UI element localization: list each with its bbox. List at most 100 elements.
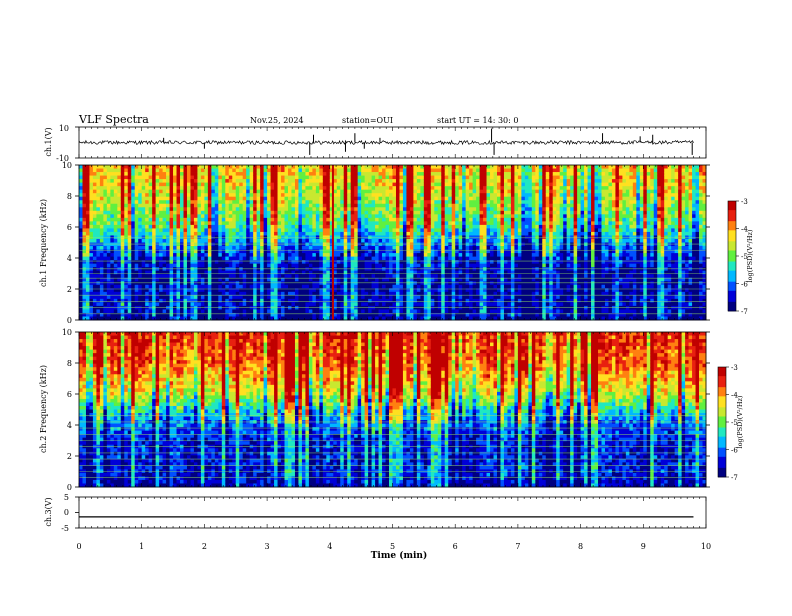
ch1-spectrogram-cell	[239, 211, 243, 215]
ch1-spectrogram-cell	[295, 285, 299, 289]
ch1-spectrogram-cell	[124, 239, 128, 243]
ch1-spectrogram-cell	[281, 193, 285, 197]
ch1-spectrogram-cell	[372, 243, 376, 247]
ch1-spectrogram-cell	[438, 207, 442, 211]
ch1-spectrogram-cell	[302, 186, 306, 190]
ch1-spectrogram-cell	[466, 285, 470, 289]
ch1-spectrogram-cell	[79, 204, 83, 208]
ch1-spectrogram-cell	[204, 285, 208, 289]
ch1-spectrogram-cell	[431, 197, 435, 201]
ch1-spectrogram-cell	[131, 271, 135, 275]
ch1-spectrogram-cell	[163, 232, 167, 236]
ch1-spectrogram-cell	[396, 285, 400, 289]
ch1-spectrogram-cell	[347, 225, 351, 229]
ch1-spectrogram-cell	[124, 285, 128, 289]
ch1-spectrogram-cell	[138, 295, 142, 299]
ch1-spectrogram-cell	[159, 207, 163, 211]
ch1-spectrogram-cell	[138, 239, 142, 243]
ch1-spectrogram-cell	[361, 207, 365, 211]
ch1-spectrogram-cell	[448, 302, 452, 306]
ch1-spectrogram-cell	[295, 197, 299, 201]
ch1-spectrogram-cell	[96, 225, 100, 229]
ch1-spectrogram-cell	[177, 204, 181, 208]
ch1-spectrogram-cell	[86, 285, 90, 289]
ch1-spectrogram-cell	[403, 186, 407, 190]
ch1-spectrogram-cell	[152, 228, 156, 232]
ch1-spectrogram-cell	[365, 176, 369, 180]
ch1-spectrogram-cell	[170, 271, 174, 275]
ch1-spectrogram-cell	[448, 179, 452, 183]
ch1-spectrogram-cell	[399, 253, 403, 257]
ch1-spectrogram-cell	[452, 257, 456, 261]
ch1-spectrogram-cell	[358, 200, 362, 204]
ch1-spectrogram-cell	[393, 225, 397, 229]
ch1-spectrogram-cell	[190, 211, 194, 215]
ch1-spectrogram-cell	[434, 299, 438, 303]
ch1-spectrogram-cell	[441, 169, 445, 173]
ch1-spectrogram-cell	[170, 179, 174, 183]
ch1-spectrogram-cell	[278, 214, 282, 218]
ch1-spectrogram-cell	[462, 218, 466, 222]
ch1-spectrogram-cell	[218, 169, 222, 173]
ch1-spectrogram-cell	[406, 221, 410, 225]
ch1-spectrogram-cell	[197, 281, 201, 285]
ch1-spectrogram-cell	[462, 207, 466, 211]
ch1-spectrogram-cell	[253, 302, 257, 306]
ch1-spectrogram-cell	[389, 172, 393, 176]
ch1-spectrogram-cell	[399, 239, 403, 243]
ch1-spectrogram-cell	[326, 190, 330, 194]
ch1-spectrogram-cell	[180, 281, 184, 285]
ch1-spectrogram-cell	[135, 302, 139, 306]
ch1-spectrogram-cell	[347, 260, 351, 264]
ch1-spectrogram-cell	[184, 260, 188, 264]
ch1-spectrogram-cell	[448, 232, 452, 236]
ch1-spectrogram-cell	[347, 176, 351, 180]
ch1-spectrogram-cell	[452, 281, 456, 285]
ch1-spectrogram-cell	[316, 193, 320, 197]
ch1-spectrogram-cell	[298, 253, 302, 257]
ch1-spectrogram-cell	[211, 302, 215, 306]
ch1-spectrogram-cell	[257, 309, 261, 313]
ch1-spectrogram-cell	[340, 295, 344, 299]
ch1-spectrogram-cell	[166, 299, 170, 303]
ch1-spectrogram-cell	[354, 295, 358, 299]
ch1-spectrogram-cell	[257, 204, 261, 208]
ch1-spectrogram-cell	[424, 299, 428, 303]
ch1-spectrogram-cell	[204, 211, 208, 215]
ch1-spectrogram-cell	[243, 271, 247, 275]
ch1-spectrogram-cell	[131, 246, 135, 250]
ch1-spectrogram-cell	[264, 309, 268, 313]
ch1-spectrogram-cell	[229, 302, 233, 306]
ch1-spectrogram-cell	[170, 225, 174, 229]
ch1-spectrogram-cell	[420, 221, 424, 225]
ch1-spectrogram-cell	[417, 197, 421, 201]
ch1-spectrogram-cell	[354, 260, 358, 264]
ch1-spectrogram-cell	[431, 309, 435, 313]
ch1-spectrogram-cell	[312, 228, 316, 232]
ch1-spectrogram-cell	[295, 190, 299, 194]
ch1-spectrogram-cell	[79, 190, 83, 194]
ch1-spectrogram-cell	[100, 165, 104, 169]
ch1-spectrogram-cell	[197, 172, 201, 176]
ch1-spectrogram-cell	[204, 271, 208, 275]
ch1-spectrogram-cell	[229, 193, 233, 197]
ch1-spectrogram-cell	[177, 165, 181, 169]
ch1-spectrogram-cell	[305, 274, 309, 278]
ch1-spectrogram-cell	[243, 232, 247, 236]
ch1-spectrogram-cell	[187, 183, 191, 187]
ch1-spectrogram-cell	[152, 179, 156, 183]
ch1-spectrogram-cell	[340, 211, 344, 215]
ch1-spectrogram-cell	[156, 218, 160, 222]
ch1-spectrogram-cell	[163, 169, 167, 173]
ch1-spectrogram-cell	[264, 271, 268, 275]
ch1-spectrogram-cell	[420, 204, 424, 208]
ch1-spectrogram-cell	[180, 176, 184, 180]
ch1-spectrogram-cell	[229, 271, 233, 275]
ch1-spectrogram-cell	[285, 295, 289, 299]
ch1-spectrogram-cell	[406, 243, 410, 247]
ch1-spectrogram-cell	[156, 260, 160, 264]
ch1-spectrogram-cell	[222, 264, 226, 268]
ch1-spectrogram-cell	[393, 274, 397, 278]
ch1-spectrogram-cell	[225, 176, 229, 180]
ch1-spectrogram-cell	[152, 200, 156, 204]
